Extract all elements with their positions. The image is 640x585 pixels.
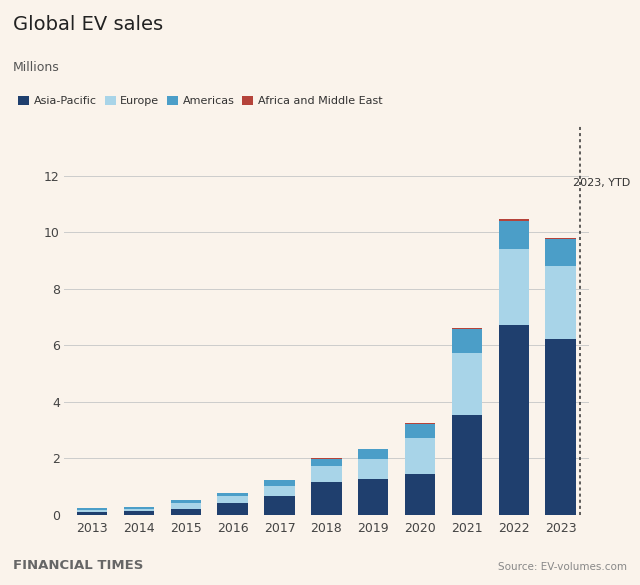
Text: Global EV sales: Global EV sales	[13, 15, 163, 33]
Bar	[311, 466, 342, 481]
Bar	[77, 510, 108, 512]
Bar	[311, 481, 342, 515]
Bar	[124, 507, 154, 508]
Bar	[218, 497, 248, 504]
Bar	[499, 219, 529, 221]
Text: Millions: Millions	[13, 61, 60, 74]
Bar	[545, 266, 576, 339]
Bar	[545, 339, 576, 515]
Bar	[171, 503, 201, 509]
Bar	[171, 500, 201, 503]
Bar	[545, 238, 576, 239]
Bar	[218, 493, 248, 497]
Bar	[405, 438, 435, 474]
Text: 2023, YTD: 2023, YTD	[573, 178, 630, 188]
Bar	[264, 497, 295, 515]
Text: Source: EV-volumes.com: Source: EV-volumes.com	[498, 562, 627, 572]
Bar	[545, 239, 576, 266]
Legend: Asia-Pacific, Europe, Americas, Africa and Middle East: Asia-Pacific, Europe, Americas, Africa a…	[19, 96, 383, 106]
Bar	[264, 486, 295, 497]
Bar	[218, 504, 248, 515]
Bar	[499, 325, 529, 515]
Bar	[358, 480, 388, 515]
Bar	[452, 415, 482, 515]
Bar	[124, 508, 154, 511]
Bar	[499, 221, 529, 249]
Bar	[358, 459, 388, 480]
Bar	[358, 449, 388, 459]
Bar	[77, 512, 108, 515]
Bar	[499, 249, 529, 325]
Bar	[452, 353, 482, 415]
Bar	[452, 328, 482, 329]
Bar	[171, 509, 201, 515]
Bar	[77, 508, 108, 510]
Text: FINANCIAL TIMES: FINANCIAL TIMES	[13, 559, 143, 572]
Bar	[452, 329, 482, 353]
Bar	[311, 459, 342, 466]
Bar	[264, 480, 295, 486]
Bar	[405, 474, 435, 515]
Bar	[405, 424, 435, 438]
Bar	[124, 511, 154, 515]
